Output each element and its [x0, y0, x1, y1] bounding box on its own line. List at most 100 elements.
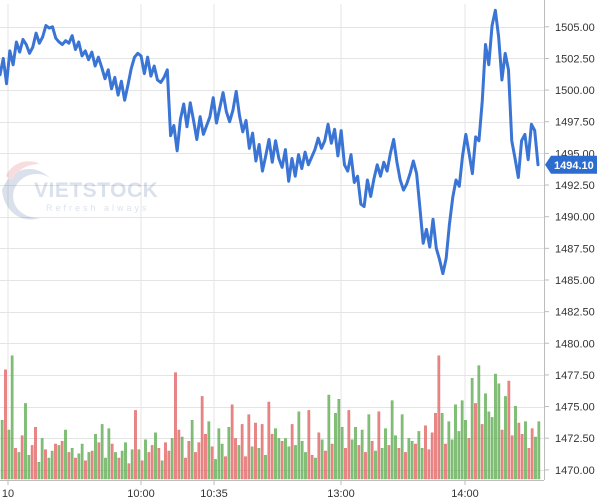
last-price-label: 1494.10: [554, 160, 594, 172]
volume-bar: [520, 434, 524, 480]
volume-bar: [114, 452, 117, 480]
volume-bar: [320, 439, 324, 480]
volume-bar: [310, 455, 314, 480]
volume-bar: [300, 441, 304, 480]
volume-bar: [507, 380, 511, 480]
volume-bar: [207, 421, 211, 480]
watermark-brand: VIETSTOCK: [34, 179, 158, 202]
volume-bar: [27, 455, 31, 480]
volume-bar: [154, 432, 157, 480]
y-tick-label: 1475.00: [555, 402, 595, 414]
volume-bar: [74, 457, 77, 480]
volume-bar: [237, 445, 241, 480]
volume-bar: [400, 414, 404, 480]
volume-bar: [304, 452, 307, 480]
volume-bar: [144, 439, 147, 480]
volume-bar: [14, 448, 17, 480]
volume-bar: [474, 403, 477, 480]
volume-bar: [44, 449, 47, 480]
volume-bar: [394, 435, 397, 480]
volume-bar: [287, 446, 291, 480]
volume-bar: [30, 445, 34, 480]
volume-bar: [347, 410, 351, 480]
volume-bar: [420, 448, 424, 480]
grid: [0, 4, 544, 480]
volume-bar: [220, 443, 224, 480]
volume-bar: [487, 411, 491, 480]
volume-bar: [317, 432, 321, 480]
volume-bars: [0, 355, 541, 480]
volume-bar: [404, 452, 407, 480]
volume-bar: [167, 450, 171, 480]
volume-bar: [464, 420, 467, 480]
volume-bar: [87, 452, 91, 480]
volume-bar: [444, 443, 447, 480]
x-axis: 10 10:00 10:35 13:00 14:00: [0, 480, 544, 500]
price-line: [0, 8, 540, 276]
watermark-swoosh-accent: [6, 161, 40, 180]
volume-bar: [380, 448, 384, 480]
volume-bar: [7, 429, 11, 480]
volume-bar: [500, 429, 504, 480]
volume-bar: [210, 446, 214, 480]
volume-bar: [410, 441, 414, 480]
volume-bar: [247, 414, 251, 480]
volume-bar: [280, 441, 284, 480]
volume-bar: [107, 428, 111, 480]
volume-bar: [447, 421, 451, 480]
volume-bar: [270, 434, 274, 480]
y-tick-label: 1485.00: [555, 275, 595, 287]
volume-bar: [344, 448, 347, 480]
volume-bar: [84, 460, 87, 480]
volume-bar: [110, 443, 114, 480]
volume-bar: [324, 450, 327, 480]
volume-bar: [367, 414, 371, 480]
x-tick-label: 13:00: [327, 488, 355, 500]
x-tick-label: 10:35: [200, 488, 228, 500]
volume-bar: [97, 442, 101, 480]
y-axis: 1505.001502.501500.001497.501495.001492.…: [544, 0, 595, 480]
volume-bar: [460, 400, 464, 480]
volume-bar: [530, 428, 534, 480]
y-tick-label: 1492.50: [555, 180, 595, 192]
volume-bar: [260, 424, 264, 480]
volume-bar: [80, 443, 84, 480]
volume-bar: [277, 438, 281, 480]
y-tick-label: 1502.50: [555, 53, 595, 65]
volume-bar: [64, 429, 67, 480]
volume-bar: [477, 365, 481, 480]
volume-bar: [147, 452, 151, 480]
volume-bar: [70, 448, 74, 480]
volume-bar: [467, 438, 471, 480]
volume-bar: [244, 456, 247, 480]
volume-bar: [124, 442, 127, 480]
volume-bar: [494, 373, 497, 480]
y-tick-label: 1472.50: [555, 433, 595, 445]
volume-bar: [330, 443, 334, 480]
x-tick-label: 10:00: [127, 488, 155, 500]
volume-bar: [94, 434, 97, 480]
volume-bar: [307, 410, 311, 480]
volume-bar: [297, 411, 301, 480]
y-tick-label: 1477.50: [555, 370, 595, 382]
volume-bar: [510, 435, 514, 480]
volume-bar: [230, 404, 234, 480]
x-tick-label: 14:00: [451, 488, 479, 500]
volume-bar: [190, 420, 194, 480]
volume-bar: [537, 421, 541, 480]
volume-bar: [527, 448, 531, 480]
volume-bar: [164, 442, 167, 480]
volume-bar: [424, 425, 427, 480]
volume-bar: [430, 432, 434, 480]
volume-bar: [497, 383, 501, 480]
volume-bar: [197, 442, 201, 480]
volume-bar: [54, 443, 57, 480]
volume-bar: [214, 459, 217, 480]
volume-bar: [47, 457, 51, 480]
volume-bar: [457, 431, 461, 480]
volume-bar: [294, 445, 297, 480]
x-tick-label: 10: [2, 488, 14, 500]
volume-bar: [257, 448, 261, 480]
volume-bar: [267, 401, 271, 480]
